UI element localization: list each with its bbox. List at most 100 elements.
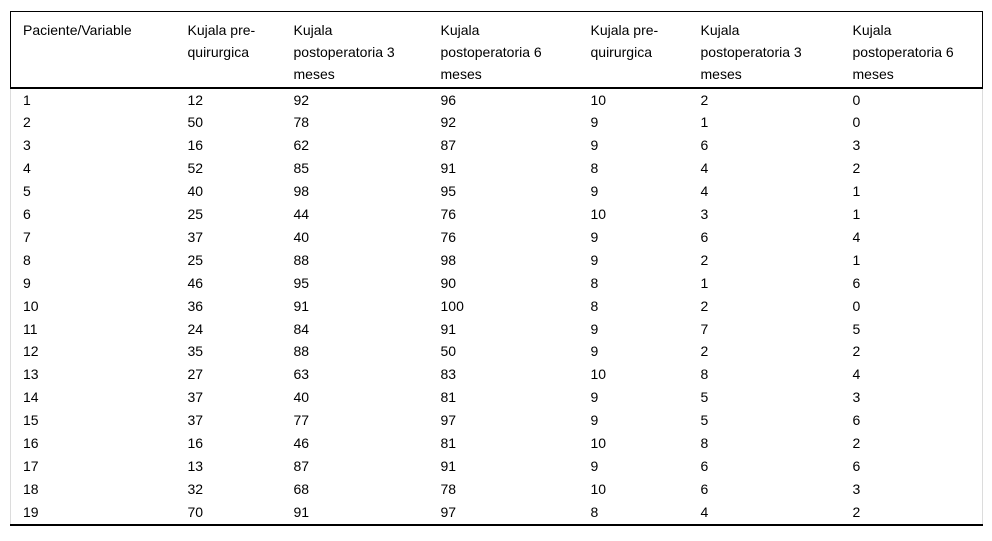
score-cell: 63 [293, 366, 310, 383]
score-cell: 8 [700, 435, 709, 452]
score-cell: 40 [293, 389, 310, 406]
score-cell: 9 [590, 251, 599, 268]
score-cell: 4 [688, 500, 841, 526]
score-cell: 91 [440, 458, 457, 474]
score-cell: 76 [440, 228, 457, 245]
table-row: 11 24 84 91 9 7 5 [10, 317, 983, 341]
table-row: 18 32 68 78 10 6 3 [10, 477, 983, 501]
score-cell: 25 [187, 251, 204, 268]
score-cell: 87 [293, 458, 310, 474]
column-header: Kujala postoperatoria 3 meses [688, 11, 841, 89]
score-cell: 91 [440, 320, 457, 337]
score-cell: 6 [700, 480, 709, 497]
column-header: Kujala postoperatoria 6 meses [428, 11, 579, 89]
score-cell: 24 [187, 320, 204, 337]
score-cell: 2 [840, 340, 983, 364]
score-cell: 8 [700, 366, 709, 383]
score-cell: 0 [840, 87, 983, 112]
score-cell: 62 [293, 137, 310, 154]
patient-id-cell: 12 [10, 340, 176, 364]
column-header: Paciente/Variable [10, 11, 176, 89]
score-cell: 98 [293, 183, 310, 200]
table-row: 1 12 92 96 10 2 0 [10, 87, 983, 112]
score-cell: 98 [440, 251, 457, 268]
patient-id-cell: 5 [10, 180, 176, 204]
score-cell: 1 [840, 248, 983, 272]
header-row: Paciente/Variable Kujala pre-quirurgica Ku… [10, 11, 983, 89]
patient-id-cell: 8 [10, 248, 176, 272]
score-cell: 6 [840, 271, 983, 295]
score-cell: 9 [590, 389, 599, 406]
score-cell: 0 [840, 111, 983, 135]
score-cell: 50 [440, 343, 457, 360]
score-cell: 1 [700, 114, 709, 131]
table-row: 5 40 98 95 9 4 1 [10, 180, 983, 204]
patient-id-cell: 13 [10, 363, 176, 387]
score-cell: 85 [293, 160, 310, 177]
score-cell: 88 [293, 251, 310, 268]
score-cell: 92 [440, 114, 457, 131]
table-row: 17 13 87 91 9 6 6 [10, 455, 983, 478]
score-cell: 46 [187, 274, 204, 291]
score-cell: 9 [590, 412, 599, 429]
patient-id-cell: 15 [10, 409, 176, 433]
score-cell: 3 [700, 206, 709, 223]
table-body: 1 12 92 96 10 2 0 2 50 78 92 9 1 0 3 16 62 87 9 6 3 4 52 85 91 8 4… [10, 87, 983, 526]
score-cell: 2 [700, 91, 709, 108]
score-cell: 7 [700, 320, 709, 337]
score-cell: 9 [590, 183, 599, 200]
score-cell: 5 [840, 317, 983, 341]
score-cell: 91 [281, 500, 429, 526]
patient-id-cell: 19 [10, 500, 176, 526]
score-cell: 16 [187, 435, 204, 452]
table-row: 6 25 44 76 10 3 1 [10, 203, 983, 226]
score-cell: 91 [293, 297, 310, 314]
score-cell: 13 [187, 458, 204, 474]
patient-id-cell: 17 [10, 455, 176, 478]
score-cell: 97 [440, 412, 457, 429]
score-cell: 100 [440, 297, 464, 314]
score-cell: 6 [700, 458, 709, 474]
score-cell: 10 [590, 206, 607, 223]
patient-id-cell: 14 [10, 386, 176, 410]
score-cell: 77 [293, 412, 310, 429]
score-cell: 9 [590, 343, 599, 360]
score-cell: 2 [840, 157, 983, 181]
score-cell: 81 [440, 389, 457, 406]
score-cell: 5 [700, 389, 709, 406]
score-cell: 0 [840, 294, 983, 318]
score-cell: 4 [700, 160, 709, 177]
score-cell: 1 [700, 274, 709, 291]
column-header: Kujala postoperatoria 3 meses [281, 11, 429, 89]
patient-id-cell: 6 [10, 203, 176, 226]
column-header: Kujala pre-quirurgica [175, 11, 282, 89]
score-cell: 36 [187, 297, 204, 314]
patient-id-cell: 1 [10, 87, 176, 112]
score-cell: 40 [187, 183, 204, 200]
table-header: Paciente/Variable Kujala pre-quirurgica Ku… [10, 11, 983, 89]
score-cell: 83 [440, 366, 457, 383]
patient-id-cell: 16 [10, 432, 176, 455]
table-row: 2 50 78 92 9 1 0 [10, 111, 983, 135]
score-cell: 1 [840, 180, 983, 204]
score-cell: 10 [590, 480, 607, 497]
score-cell: 97 [428, 500, 579, 526]
score-cell: 2 [840, 500, 983, 526]
score-cell: 9 [590, 228, 599, 245]
score-cell: 9 [590, 137, 599, 154]
score-cell: 8 [590, 274, 599, 291]
score-cell: 9 [590, 114, 599, 131]
column-header: Kujala pre-quirurgica [578, 11, 689, 89]
score-cell: 6 [700, 137, 709, 154]
score-cell: 37 [187, 228, 204, 245]
score-cell: 96 [440, 91, 457, 108]
score-cell: 10 [590, 366, 607, 383]
patient-id-cell: 9 [10, 271, 176, 295]
score-cell: 91 [440, 160, 457, 177]
score-cell: 2 [700, 251, 709, 268]
score-cell: 37 [187, 412, 204, 429]
table-row: 7 37 40 76 9 6 4 [10, 225, 983, 249]
score-cell: 87 [440, 137, 457, 154]
patient-id-cell: 10 [10, 294, 176, 318]
score-cell: 95 [293, 274, 310, 291]
